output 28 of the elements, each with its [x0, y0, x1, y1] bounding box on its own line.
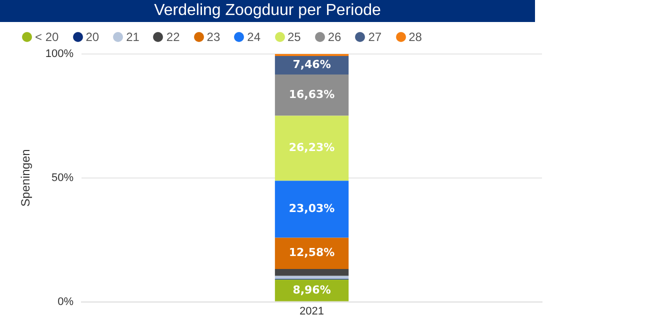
y-tick-label: 100%: [45, 48, 74, 60]
data-label: 8,96%: [292, 283, 331, 296]
x-tick-label: 2021: [300, 305, 324, 318]
y-tick-label: 50%: [52, 172, 74, 184]
data-label: 7,46%: [292, 58, 331, 72]
legend-label: 27: [368, 30, 382, 44]
legend-label: 21: [126, 30, 140, 44]
data-label: 23,03%: [288, 202, 335, 216]
legend-label: 23: [206, 30, 220, 44]
bar: [274, 180, 349, 238]
bar: [274, 268, 349, 276]
bar: [274, 116, 349, 181]
y-axis-title: Speningen: [18, 149, 33, 207]
legend-label: 28: [408, 30, 422, 44]
bar: [274, 238, 349, 269]
legend-label: < 20: [35, 30, 59, 44]
legend-label: 25: [288, 30, 301, 44]
y-tick-label: 0%: [58, 296, 74, 308]
chart-title: Verdeling Zoogduur per Periode: [0, 0, 535, 22]
data-label: 16,63%: [288, 88, 335, 101]
bar: [274, 276, 349, 279]
legend-label: 22: [166, 30, 180, 44]
legend-label: 20: [86, 30, 100, 44]
data-label: 26,23%: [288, 141, 335, 154]
bar: [274, 74, 349, 116]
legend-label: 24: [247, 30, 260, 44]
legend-label: 26: [328, 30, 342, 44]
data-label: 12,58%: [288, 246, 335, 260]
